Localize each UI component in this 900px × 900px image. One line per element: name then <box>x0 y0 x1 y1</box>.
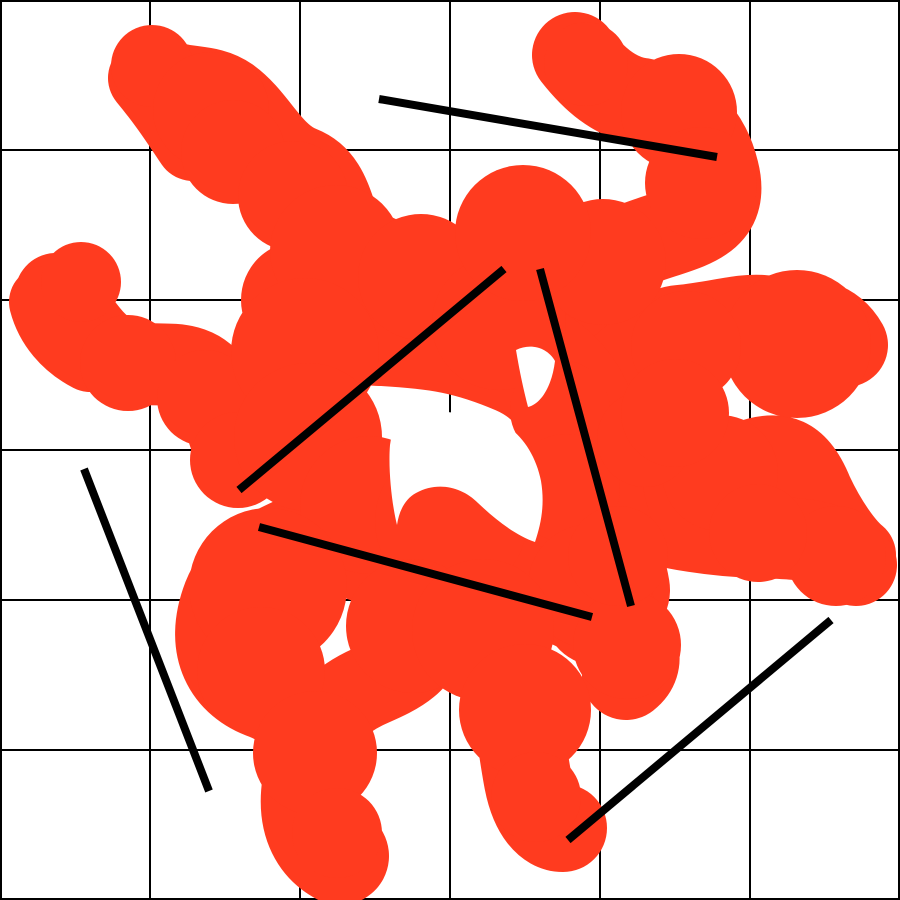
black-stroke <box>565 616 834 844</box>
blob-lobe <box>41 242 121 322</box>
red-blob <box>9 12 897 900</box>
blob-lobe <box>459 644 591 776</box>
blob-lobe <box>455 165 591 301</box>
blob-hole <box>389 411 543 542</box>
blob-lobe <box>786 506 886 606</box>
black-stroke <box>378 95 718 161</box>
blob-lobe <box>491 752 581 842</box>
blob-lobe <box>723 270 871 418</box>
blob-lobe <box>621 359 729 467</box>
blob-lobe <box>544 22 628 106</box>
blob-lobe <box>253 691 377 815</box>
black-stroke <box>236 265 507 494</box>
black-stroke <box>536 267 635 608</box>
black-stroke <box>80 467 213 793</box>
black-strokes <box>80 95 834 844</box>
blob-hole-notch <box>516 346 555 407</box>
blob-lobe <box>292 788 382 878</box>
blob-lobe <box>80 315 176 411</box>
blob-lobe <box>709 484 807 582</box>
blob-lobe <box>645 127 757 239</box>
blob-lobe <box>573 591 681 699</box>
black-stroke <box>257 523 594 621</box>
